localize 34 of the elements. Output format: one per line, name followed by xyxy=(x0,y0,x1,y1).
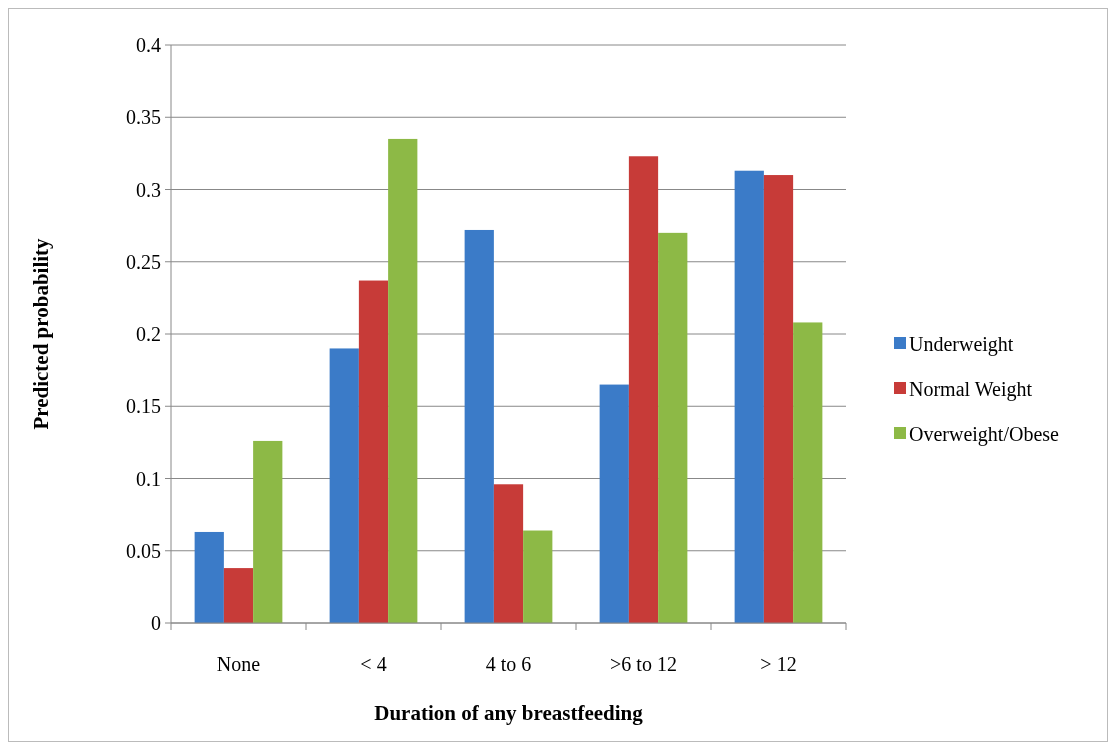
x-tick-label: > 12 xyxy=(760,653,797,675)
bar xyxy=(194,531,224,623)
legend-label: Normal Weight xyxy=(909,378,1033,401)
y-tick-label: 0.2 xyxy=(136,323,161,345)
bar xyxy=(793,322,823,623)
y-tick-label: 0.3 xyxy=(136,178,161,201)
legend-label: Overweight/Obese xyxy=(909,423,1060,446)
y-tick-label: 0.15 xyxy=(126,395,161,418)
y-tick-label: 0.35 xyxy=(126,106,161,129)
bar xyxy=(599,384,629,623)
legend-label: Underweight xyxy=(909,333,1014,356)
bar xyxy=(253,440,283,623)
y-axis-title: Predicted probability xyxy=(29,237,53,430)
y-tick-label: 0 xyxy=(151,612,161,634)
x-axis-title: Duration of any breastfeeding xyxy=(374,701,644,725)
x-tick-label: >6 to 12 xyxy=(610,653,677,675)
bar xyxy=(493,484,524,623)
y-tick-label: 0.4 xyxy=(136,34,161,56)
bar xyxy=(464,229,494,623)
x-tick-label: < 4 xyxy=(360,653,387,675)
y-tick-label: 0.25 xyxy=(126,250,161,273)
bar xyxy=(734,170,764,623)
bar xyxy=(628,156,659,623)
y-tick-label: 0.1 xyxy=(136,467,161,490)
y-tick-label: 0.05 xyxy=(126,539,161,562)
bar xyxy=(763,175,794,623)
bar xyxy=(329,348,359,623)
bar xyxy=(658,232,688,623)
bar xyxy=(223,568,254,623)
x-tick-label: 4 to 6 xyxy=(485,653,532,675)
bar xyxy=(523,530,553,623)
bar xyxy=(388,138,418,623)
bar xyxy=(358,280,389,623)
x-tick-label: None xyxy=(216,653,261,675)
